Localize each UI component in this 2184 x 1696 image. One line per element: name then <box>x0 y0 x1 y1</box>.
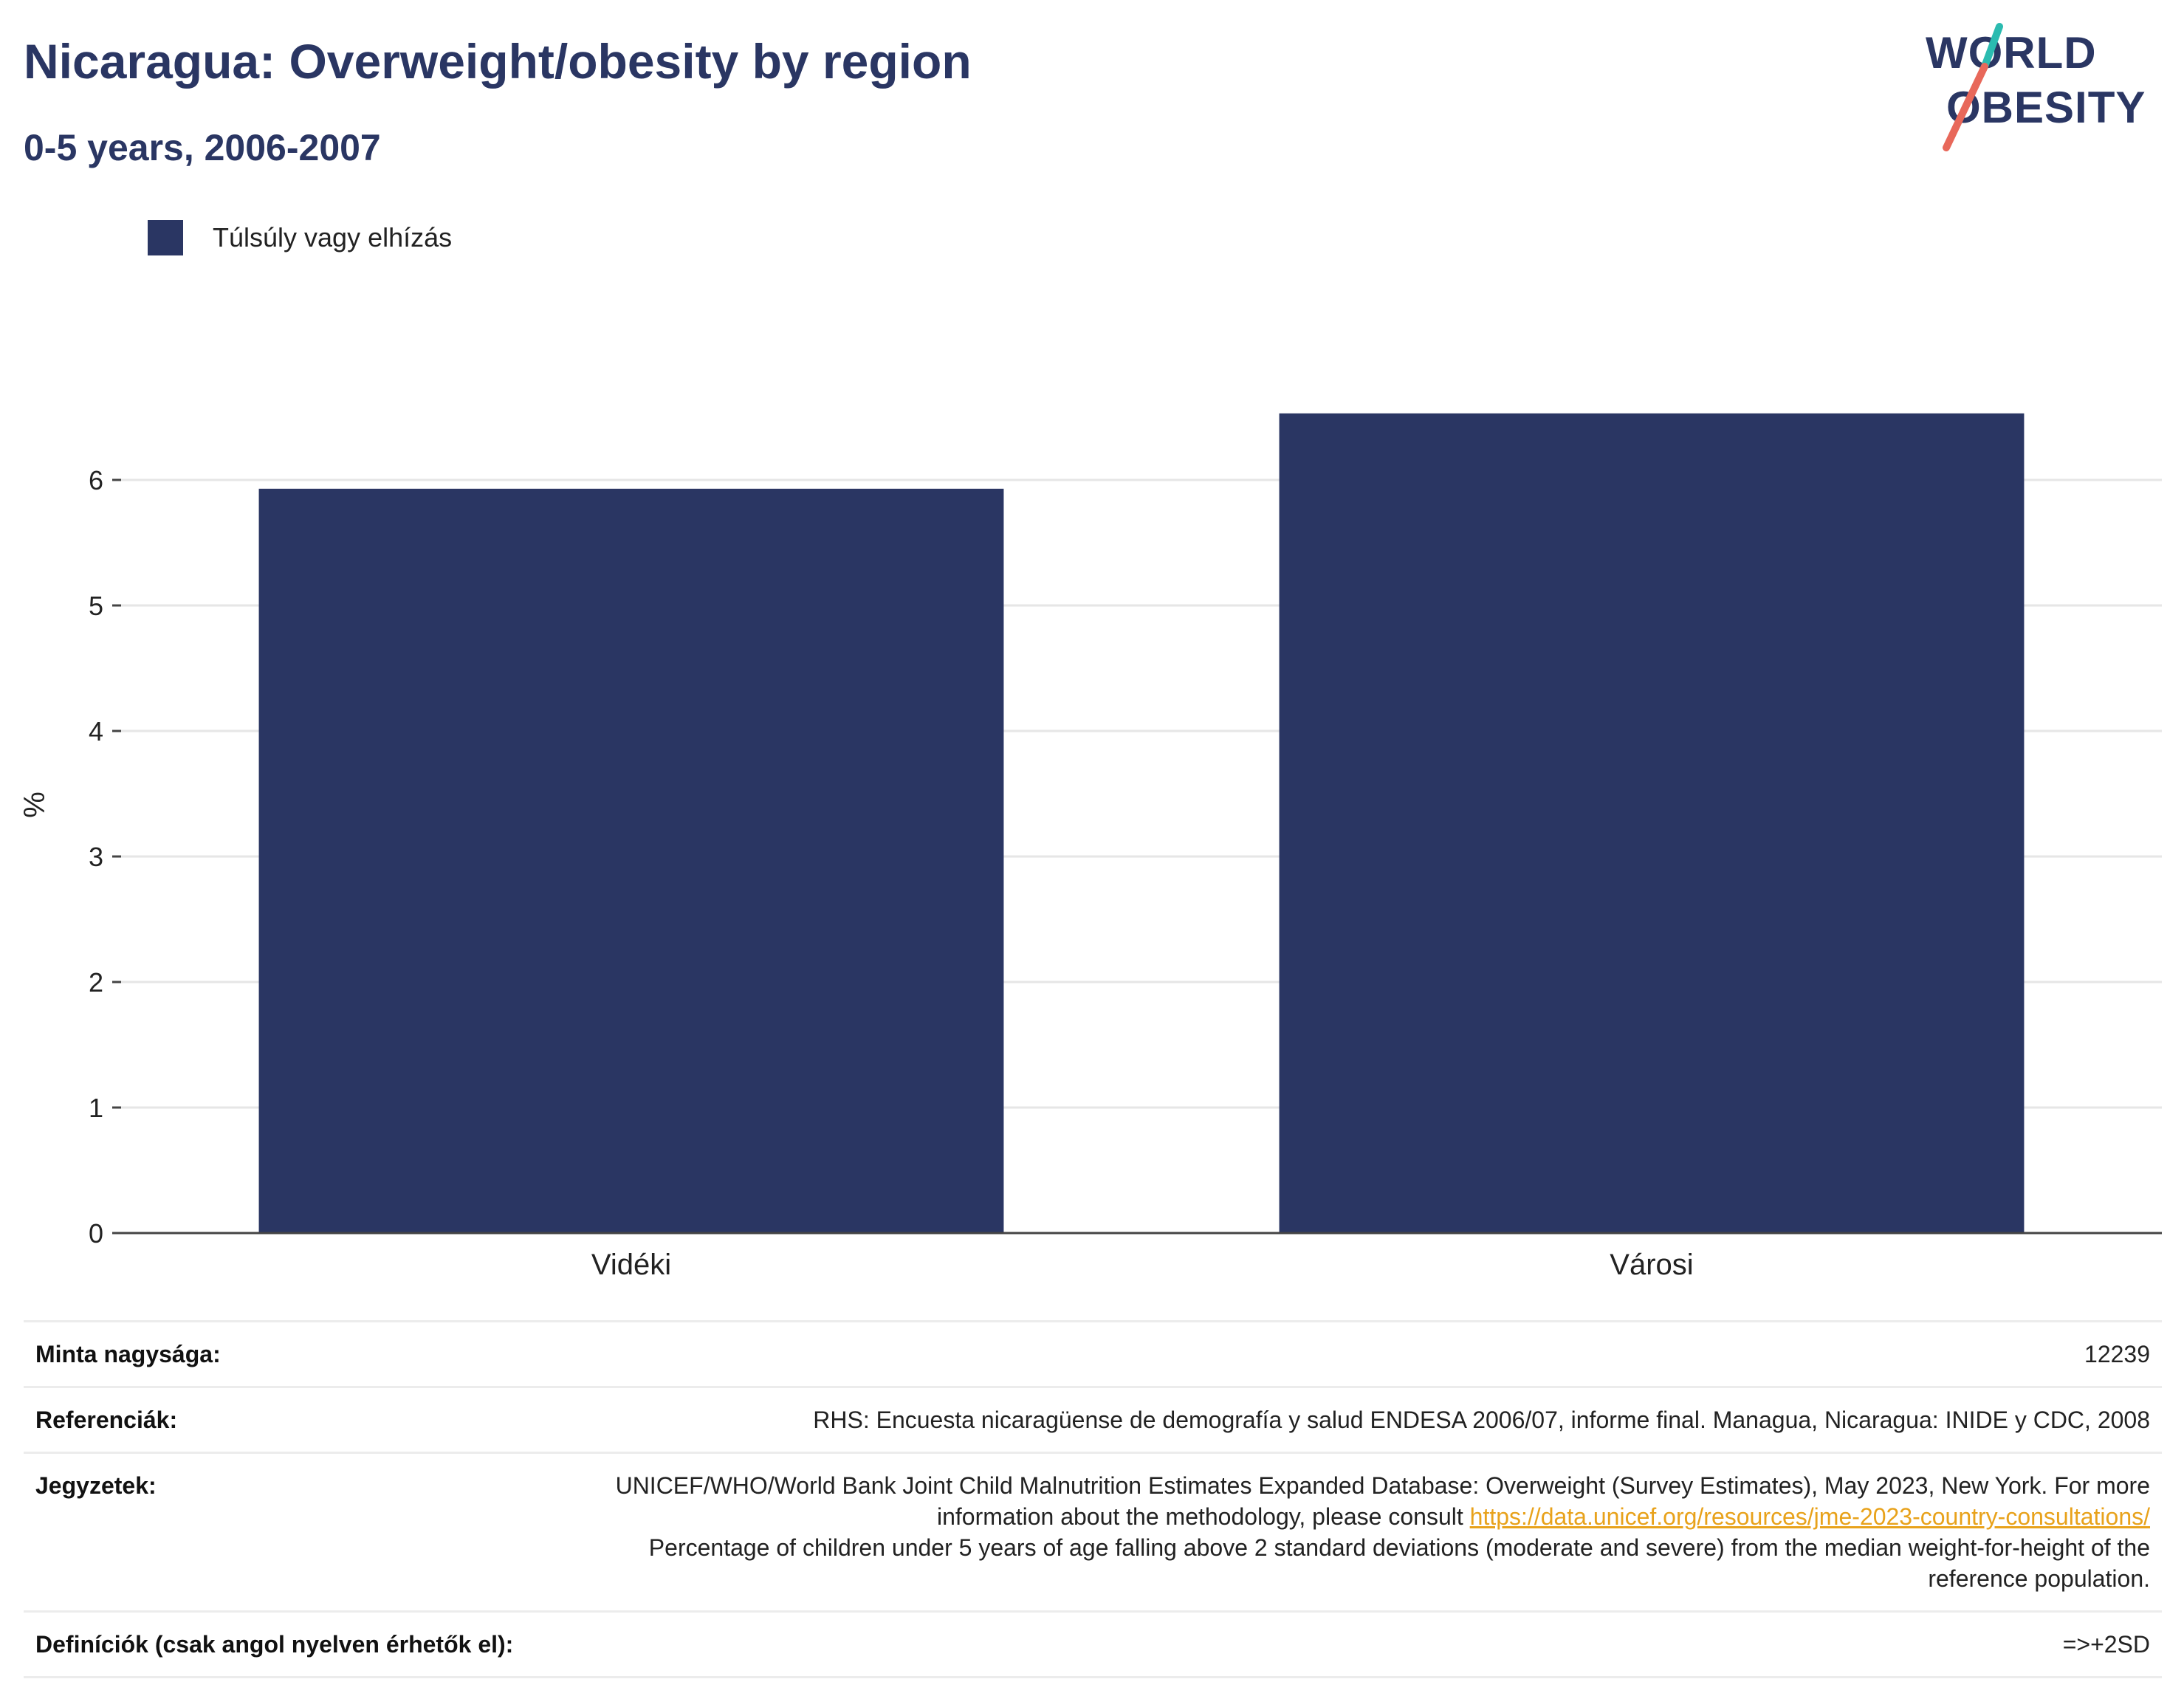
definitions-value: =>+2SD <box>2062 1631 2150 1658</box>
x-tick-label: Városi <box>1610 1249 1693 1281</box>
legend-label: Túlsúly vagy elhízás <box>213 222 453 253</box>
notes-text-1: UNICEF/WHO/World Bank Joint Child Malnut… <box>615 1472 2150 1530</box>
legend-swatch <box>148 220 183 255</box>
metadata-table: Minta nagysága: 12239 Referenciák: RHS: … <box>24 1320 2162 1678</box>
y-tick-label: 4 <box>89 716 103 746</box>
bars <box>258 413 2025 1233</box>
sample-size-value: 12239 <box>2084 1341 2150 1367</box>
chart-legend: Túlsúly vagy elhízás <box>148 220 452 255</box>
y-tick-label: 3 <box>89 842 103 872</box>
x-tick-labels: Vidéki Városi <box>591 1249 1694 1281</box>
logo-teal-slash <box>1981 23 2003 70</box>
bar-chart: 0 1 2 3 4 5 6 Vidéki Városi % <box>18 413 2162 1281</box>
y-tick-label: 0 <box>89 1218 103 1249</box>
references-row: Referenciák: RHS: Encuesta nicaragüense … <box>24 1386 2162 1452</box>
sample-size-label: Minta nagysága: <box>35 1341 221 1367</box>
references-value: RHS: Encuesta nicaragüense de demografía… <box>813 1407 2150 1433</box>
x-tick-label: Vidéki <box>591 1249 671 1281</box>
logo-line1: WORLD <box>1926 28 2097 78</box>
world-obesity-logo: WORLD OBESITY <box>1926 23 2146 151</box>
definitions-label: Definíciók (csak angol nyelven érhetők e… <box>35 1631 514 1658</box>
bar-0 <box>258 488 1004 1233</box>
notes-label: Jegyzetek: <box>35 1472 157 1499</box>
y-tick-label: 2 <box>89 967 103 998</box>
y-tick-labels: 0 1 2 3 4 5 6 <box>89 465 121 1249</box>
chart-subtitle: 0-5 years, 2006-2007 <box>24 127 381 168</box>
bar-1 <box>1279 413 2025 1233</box>
methodology-link[interactable]: https://data.unicef.org/resources/jme-20… <box>1469 1503 2150 1530</box>
notes-text-2: Percentage of children under 5 years of … <box>648 1534 2150 1592</box>
definitions-row: Definíciók (csak angol nyelven érhetők e… <box>24 1610 2162 1678</box>
sample-size-row: Minta nagysága: 12239 <box>24 1320 2162 1386</box>
logo-line2: OBESITY <box>1946 83 2146 132</box>
y-tick-label: 6 <box>89 465 103 495</box>
notes-row: Jegyzetek: UNICEF/WHO/World Bank Joint C… <box>24 1452 2162 1610</box>
y-axis-label: % <box>18 792 51 818</box>
references-label: Referenciák: <box>35 1407 178 1433</box>
logo-coral-slash <box>1943 63 1988 151</box>
chart-title: Nicaragua: Overweight/obesity by region <box>24 34 972 89</box>
y-tick-label: 5 <box>89 591 103 621</box>
y-tick-label: 1 <box>89 1093 103 1123</box>
notes-value: UNICEF/WHO/World Bank Joint Child Malnut… <box>614 1470 2150 1594</box>
